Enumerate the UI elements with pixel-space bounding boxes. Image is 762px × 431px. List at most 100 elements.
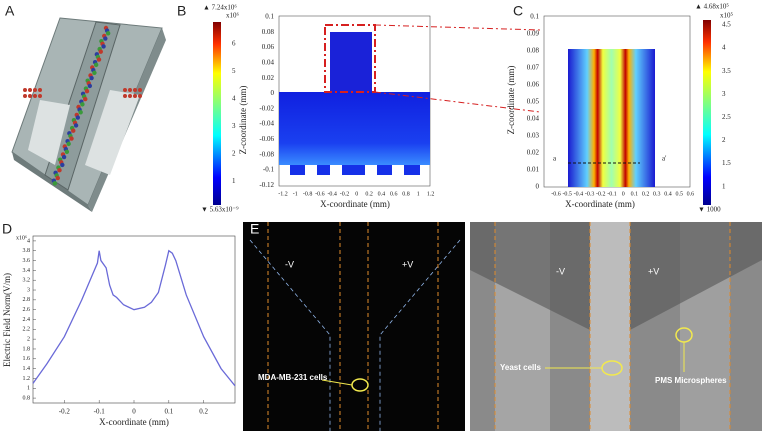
y-tick-label: 2.8 <box>23 297 31 303</box>
x-tick-label: 0 <box>355 191 358 197</box>
x-tick-label: -0.6 <box>315 191 325 197</box>
particle <box>55 175 60 181</box>
micrograph-right <box>470 222 762 431</box>
particle <box>38 94 42 98</box>
colorbar-tick-label: 4.5 <box>722 21 731 29</box>
colorbar-tick-label: 6 <box>232 40 236 48</box>
particle <box>133 88 137 92</box>
particle <box>23 88 27 92</box>
panel-label: A <box>5 3 15 19</box>
x-tick-label: -0.8 <box>303 191 313 197</box>
particle <box>133 94 137 98</box>
profile-end: a' <box>662 155 666 163</box>
y-tick-label: 0.02 <box>527 149 540 157</box>
y-tick-label: -0.08 <box>259 150 274 158</box>
particle <box>33 94 37 98</box>
line-series <box>32 249 236 387</box>
particle <box>73 123 79 128</box>
colorbar-tick-label: 4 <box>722 44 726 52</box>
y-tick-label: -0.1 <box>263 166 275 174</box>
colorbar-tick-label: 1 <box>232 177 236 185</box>
particle <box>28 88 32 92</box>
particle <box>123 88 127 92</box>
x-tick-label: 0.4 <box>664 191 672 197</box>
x-tick-label: -0.2 <box>59 408 71 416</box>
colorbar-tick-label: 2.5 <box>722 113 731 121</box>
y-tick-label: 3.6 <box>23 258 31 264</box>
particle <box>28 94 32 98</box>
field-map <box>279 24 541 175</box>
particle <box>78 110 83 115</box>
x-tick-label: -1.2 <box>278 191 288 197</box>
y-tick-label: 3.4 <box>23 268 31 274</box>
colorbar-tick-label: 4 <box>232 95 236 103</box>
y-tick-label: -0.06 <box>259 135 274 143</box>
electrode-label: -V <box>556 266 565 276</box>
colorbar-min: ▼ 5.63x10⁻⁹ <box>201 206 239 214</box>
x-tick-label: -0.1 <box>607 191 617 197</box>
y-tick-label: 1 <box>27 386 30 392</box>
x-tick-label: -0.2 <box>596 191 606 197</box>
panel-label: B <box>177 3 186 19</box>
electrode-label: +V <box>402 259 413 269</box>
x-tick-label: 0.1 <box>631 191 639 197</box>
y-tick-label: 2.4 <box>23 317 31 323</box>
y-tick-label: 0.1 <box>265 13 274 21</box>
x-tick-label: -0.1 <box>94 408 106 416</box>
particle <box>80 102 85 107</box>
colorbar-min: ▼ 1000 <box>698 206 721 214</box>
y-tick-label: 1.4 <box>23 366 31 372</box>
particle <box>138 94 142 98</box>
y-tick-label: 0.05 <box>527 98 540 106</box>
particle <box>57 168 62 173</box>
x-tick-label: -0.3 <box>585 191 595 197</box>
y-tick-label: 0.04 <box>527 115 540 123</box>
x-tick-label: 1.2 <box>427 191 435 197</box>
x-tick-label: -0.4 <box>574 191 584 197</box>
particle <box>128 94 132 98</box>
cell-label: MDA-MB-231 cells <box>258 373 328 382</box>
y-tick-label: 0.1 <box>530 13 539 21</box>
particle <box>89 75 94 81</box>
y-tick-label: 2.2 <box>23 327 31 333</box>
y-tick-label: 1.6 <box>23 356 31 362</box>
y-tick-label: 2.6 <box>23 307 31 313</box>
y-tick-label: 1.2 <box>23 376 31 382</box>
particles <box>23 25 142 186</box>
y-tick-label: -0.02 <box>259 104 274 112</box>
colorbar-tick-label: 3 <box>232 122 236 130</box>
particle <box>103 36 108 41</box>
y-tick-label: 4 <box>27 238 30 244</box>
x-tick-label: -0.5 <box>562 191 572 197</box>
colorbar-tick-label: 2 <box>232 150 236 158</box>
particle <box>83 96 88 102</box>
panel-label: D <box>2 221 12 237</box>
particle <box>98 49 103 54</box>
particle <box>60 162 65 168</box>
colorbar-max: ▲ 7.24x10⁶ <box>203 4 237 12</box>
particle <box>64 149 70 154</box>
x-axis-label: X-coordinate (mm) <box>565 199 635 209</box>
x-tick-label: 0.5 <box>675 191 683 197</box>
colorbar-unit: x10⁵ <box>720 12 734 20</box>
x-axis-label: X-coordinate (mm) <box>99 417 169 427</box>
electrode-label: +V <box>648 266 659 276</box>
plot-frame <box>32 235 236 404</box>
colorbar-tick-label: 2 <box>722 136 726 144</box>
y-axis-label: Electric Field Norm(V/m) <box>2 273 12 367</box>
x-tick-label: 0.2 <box>199 408 208 416</box>
colorbar-unit: x10⁶ <box>226 12 240 20</box>
y-tick-label: -0.12 <box>259 181 274 189</box>
colorbar-max: ▲ 4.68x10⁵ <box>695 3 729 11</box>
y-tick-label: 0 <box>271 89 275 97</box>
colorbar-tick-label: 3.5 <box>722 67 731 75</box>
particle <box>123 94 127 98</box>
x-axis-label: X-coordinate (mm) <box>320 199 390 209</box>
particle <box>92 70 97 75</box>
field-map <box>568 49 655 187</box>
colorbar-tick-label: 1 <box>722 182 726 190</box>
x-tick-label: -0.4 <box>327 191 337 197</box>
particle <box>52 181 58 186</box>
y-tick-label: 0.02 <box>262 74 275 82</box>
particle <box>66 141 71 147</box>
